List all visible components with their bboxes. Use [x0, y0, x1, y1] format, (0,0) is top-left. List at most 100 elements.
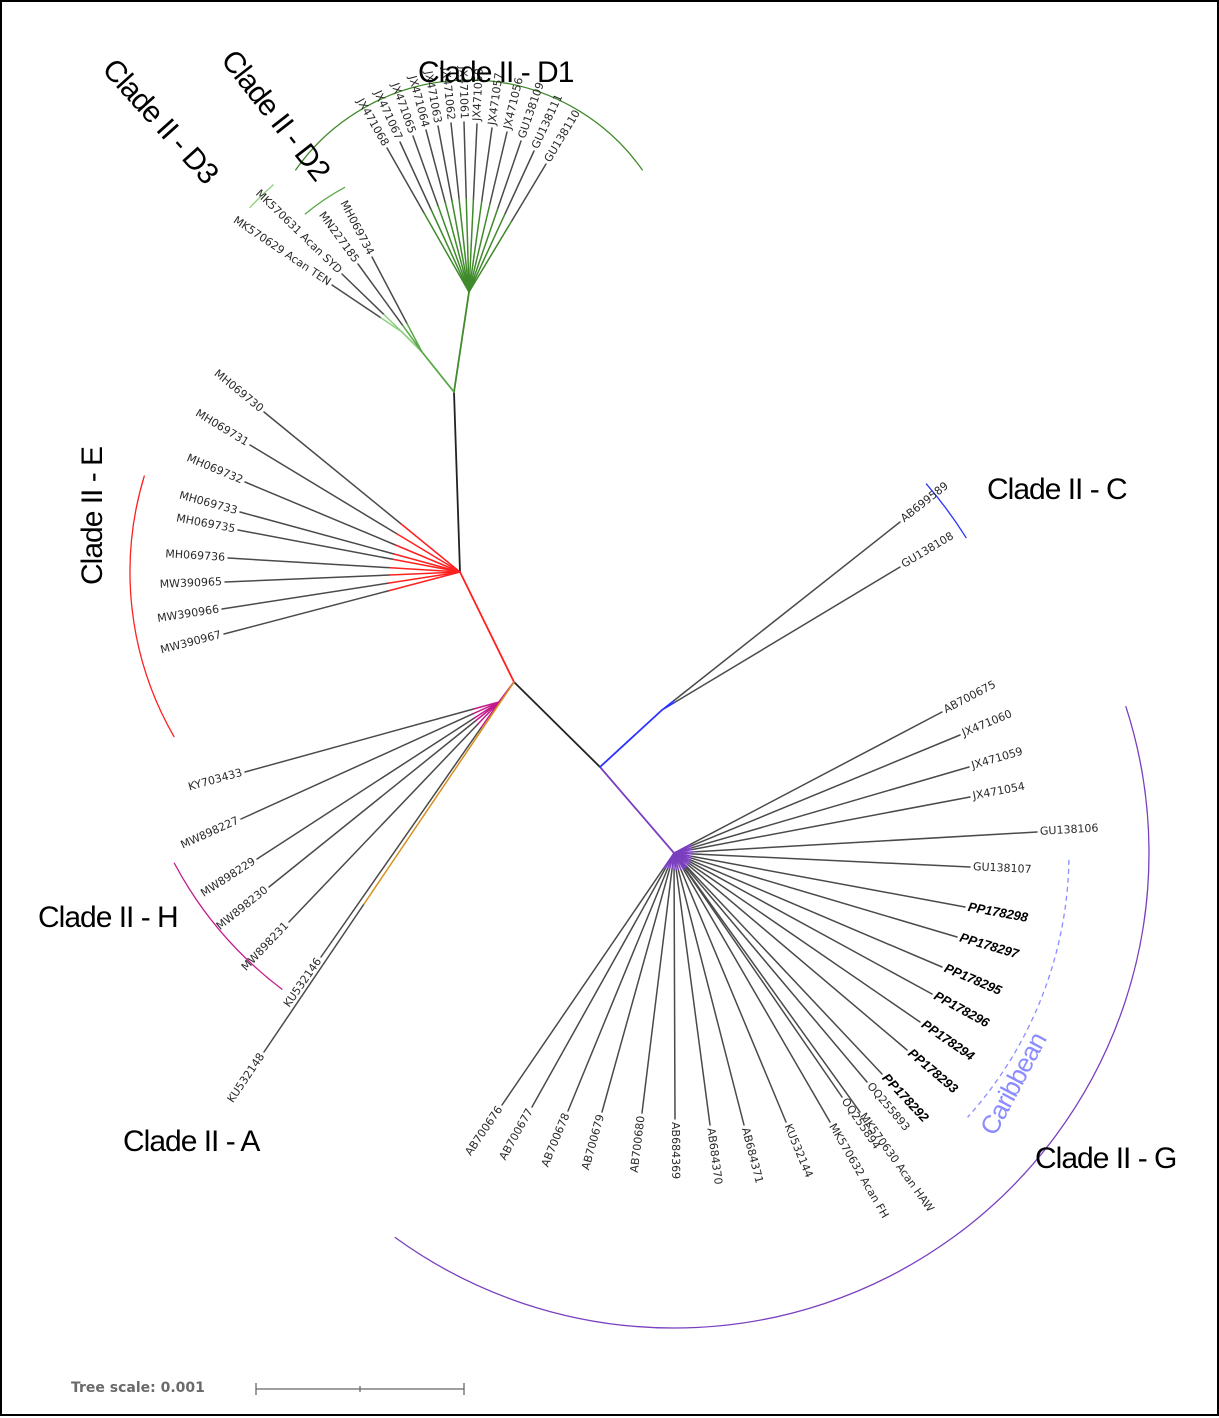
leaf-label: MW390967 [159, 628, 223, 656]
tree-scale: Tree scale: 0.001 [71, 1380, 464, 1396]
tree-branches [222, 122, 1037, 1125]
leaf-label: MH069732 [185, 451, 245, 486]
stem-branch [600, 710, 662, 767]
leaf-branch [498, 141, 521, 209]
leaf-label: AB684369 [669, 1122, 682, 1179]
leaf-branch [224, 591, 389, 634]
leaf-label: JX471060 [959, 707, 1014, 740]
clade-label-g: Clade II - G [1035, 1142, 1176, 1175]
caribbean-label: Caribbean [974, 1028, 1053, 1140]
stem-branch [454, 292, 469, 392]
leaf-label: PP178293 [905, 1045, 962, 1096]
leaf-branch [674, 522, 900, 701]
leaf-label: GU138106 [1040, 821, 1099, 837]
leaf-branch [451, 123, 459, 199]
leaf-branch [685, 869, 860, 1112]
leaf-branch [568, 868, 668, 1111]
clade-label-e: Clade II - E [76, 447, 109, 585]
leaf-branch [464, 122, 466, 199]
leaf-label: AB700676 [462, 1104, 505, 1158]
leaf-branch [269, 721, 476, 888]
leaf-branch [511, 164, 546, 222]
leaf-label: AB700680 [628, 1115, 648, 1173]
leaf-branch [222, 583, 389, 609]
stem-branch [454, 392, 460, 572]
leaf-label: MW390965 [159, 575, 222, 591]
leaf-label: GU138107 [973, 860, 1032, 876]
leaf-branch [403, 326, 422, 352]
leaf-branch [696, 832, 1037, 852]
leaf-branch [438, 126, 452, 201]
leaf-label: AB700675 [941, 678, 998, 716]
leaf-branch [342, 274, 384, 315]
leaf-branch [413, 136, 438, 206]
clade-arc-g [395, 706, 1149, 1328]
clade-label-d2: Clade II - D2 [214, 44, 336, 187]
leaf-branch [401, 524, 460, 572]
leaf-branch [228, 558, 390, 568]
leaf-branch [674, 567, 900, 703]
clade-label-a: Clade II - A [123, 1125, 260, 1158]
leaf-branch [482, 128, 492, 202]
leaf-label: AB684371 [739, 1126, 766, 1185]
leaf-label: JX471059 [969, 745, 1024, 773]
leaf-label: MH069731 [193, 407, 251, 449]
leaf-label: GU138108 [899, 529, 956, 570]
leaf-label: MH069736 [165, 547, 225, 564]
leaf-label: MH069730 [212, 367, 267, 415]
leaf-label: PP178295 [942, 960, 1004, 998]
leaf-label: PP178297 [958, 930, 1021, 962]
leaf-branch [692, 767, 969, 848]
leaf-label: AB699589 [898, 479, 951, 525]
leaf-label: AB700679 [579, 1113, 607, 1171]
leaf-branch [692, 854, 970, 867]
leaf-branch [691, 735, 960, 846]
leaf-label: MW898230 [214, 883, 271, 932]
leaf-branch [642, 869, 672, 1113]
leaf-branch [264, 412, 401, 524]
leaf-branch [490, 132, 507, 204]
leaf-branch [473, 124, 477, 200]
leaf-label: MH069735 [175, 511, 236, 535]
leaf-branch [692, 797, 970, 850]
leaf-labels: JX471068JX471067JX471065JX471064JX471063… [156, 65, 1098, 1220]
leaf-label: AB684370 [704, 1127, 724, 1185]
leaf-label: MW898229 [198, 855, 257, 900]
leaf-branch [532, 868, 665, 1107]
stem-branch [460, 572, 514, 682]
leaf-label: MW898227 [179, 814, 241, 852]
leaf-label: KY703433 [187, 766, 244, 793]
clade-label-h: Clade II - H [38, 901, 178, 934]
leaf-branch [225, 575, 390, 582]
leaf-branch [602, 869, 670, 1112]
leaf-branch [686, 867, 867, 1082]
leaf-branch [321, 728, 481, 958]
clade-arc-e [130, 476, 174, 737]
leaf-label: KU532144 [782, 1122, 816, 1180]
leaf-label: AB700678 [539, 1111, 573, 1169]
leaf-branch [690, 712, 942, 845]
leaf-branch [505, 151, 534, 214]
clade-label-d3: Clade II - D3 [96, 53, 225, 191]
tree-scale-label: Tree scale: 0.001 [71, 1380, 205, 1396]
leaf-branch [662, 703, 674, 710]
stem-branch [600, 767, 674, 853]
leaf-label: PP178296 [932, 988, 993, 1031]
leaf-label: JX471054 [971, 780, 1026, 803]
leaf-branch [674, 869, 675, 1119]
leaf-branch [426, 130, 445, 203]
clade-label-c: Clade II - C [987, 473, 1127, 506]
clade-label-d1: Clade II - D1 [418, 56, 574, 89]
leaf-branch [688, 865, 907, 1050]
leaf-label: KU532146 [281, 955, 324, 1009]
leaf-branch [502, 868, 664, 1105]
leaf-branch [332, 285, 381, 318]
leaf-label: PP178298 [967, 899, 1030, 925]
leaf-label: MW898231 [239, 919, 291, 973]
leaf-label: MW390966 [156, 603, 220, 625]
stem-branch [514, 682, 600, 767]
stem-branch [422, 352, 454, 392]
leaf-label: KU532148 [225, 1051, 268, 1105]
